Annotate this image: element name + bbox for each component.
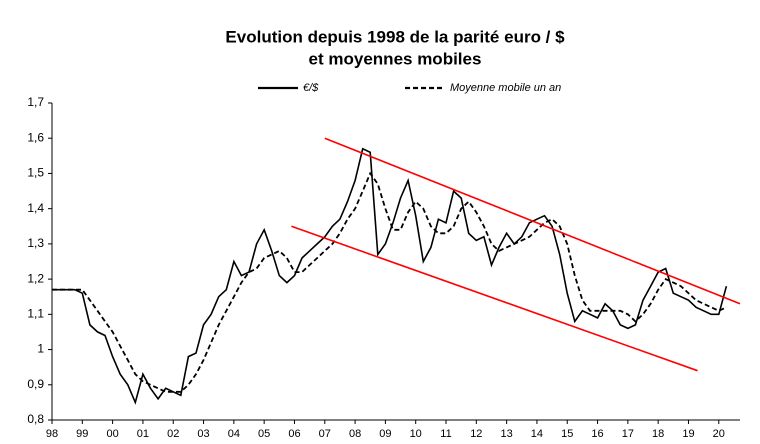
chart-title: Evolution depuis 1998 de la parité euro … (225, 27, 565, 46)
trend-line (324, 137, 741, 305)
x-tick-label: 04 (228, 428, 240, 440)
chart-subtitle: et moyennes mobiles (309, 49, 482, 68)
x-tick-label: 05 (258, 428, 270, 440)
x-tick-label: 02 (167, 428, 179, 440)
x-tick-label: 14 (531, 428, 543, 440)
y-tick-label: 1,6 (27, 130, 44, 144)
x-tick-label: 03 (197, 428, 209, 440)
x-tick-label: 10 (410, 428, 422, 440)
x-tick-label: 98 (46, 428, 58, 440)
x-tick-label: 13 (501, 428, 513, 440)
y-tick-label: 1,5 (27, 166, 44, 180)
x-tick-label: 19 (682, 428, 694, 440)
trend-line (291, 225, 698, 372)
x-tick-label: 08 (349, 428, 361, 440)
x-tick-label: 01 (137, 428, 149, 440)
series-line (52, 147, 728, 405)
y-tick-label: 1,4 (27, 201, 44, 215)
x-tick-label: 15 (561, 428, 573, 440)
y-tick-label: 1,3 (27, 236, 44, 250)
x-tick-label: 09 (379, 428, 391, 440)
x-tick-label: 07 (319, 428, 331, 440)
x-tick-label: 99 (76, 428, 88, 440)
series-line (52, 171, 727, 393)
y-tick-label: 1,7 (27, 95, 44, 109)
x-tick-label: 11 (440, 428, 451, 440)
y-tick-label: 0,8 (27, 412, 44, 426)
y-tick-label: 0,9 (27, 377, 44, 391)
x-tick-label: 20 (713, 428, 725, 440)
x-tick-label: 00 (106, 428, 118, 440)
y-tick-label: 1 (37, 342, 44, 356)
y-tick-label: 1,2 (27, 271, 44, 285)
legend-label: Moyenne mobile un an (450, 82, 561, 94)
x-tick-label: 17 (622, 428, 634, 440)
legend-label: €/$ (303, 82, 319, 94)
x-tick-label: 12 (470, 428, 482, 440)
x-tick-label: 16 (591, 428, 603, 440)
x-tick-label: 18 (652, 428, 664, 440)
y-tick-label: 1,1 (27, 307, 44, 321)
x-tick-label: 06 (288, 428, 300, 440)
